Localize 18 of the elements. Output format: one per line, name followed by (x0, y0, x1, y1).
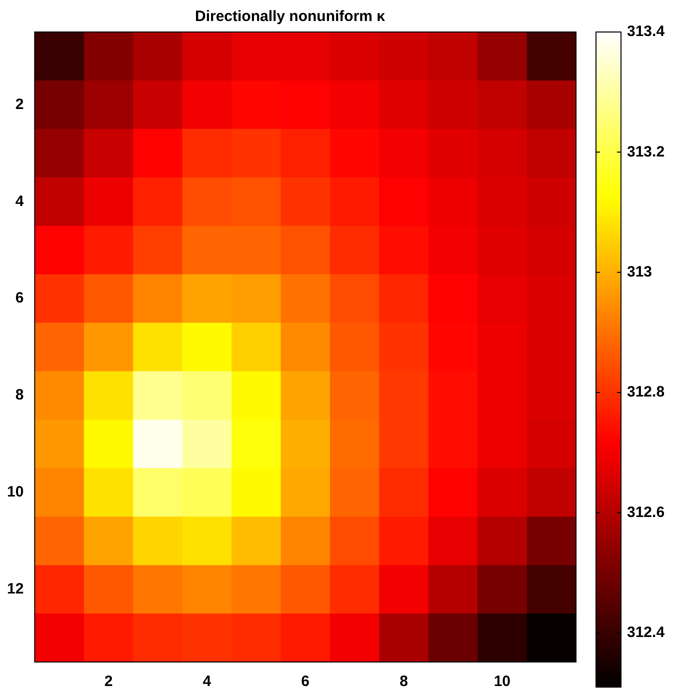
y-tick-label: 2 (15, 96, 24, 113)
x-tick-label: 2 (104, 673, 113, 690)
chart-title: Directionally nonuniform κ (194, 8, 386, 26)
color-bar-label: 312.6 (627, 504, 665, 521)
color-bar-label: 312.8 (627, 384, 665, 401)
color-bar-label: 313.2 (627, 143, 665, 160)
x-tick-label: 4 (202, 673, 212, 690)
y-tick-label: 4 (15, 192, 24, 210)
y-tick-label: 10 (6, 484, 24, 501)
x-tick-label: 6 (301, 673, 310, 690)
y-tick-label: 6 (15, 290, 24, 307)
x-tick-label: 8 (400, 673, 408, 690)
color-bar-label: 312.4 (627, 624, 666, 642)
x-tick-label: 10 (494, 673, 511, 690)
y-tick-label: 8 (15, 386, 24, 404)
color-bar-label: 313.4 (627, 23, 666, 40)
color-bar-label: 313 (627, 264, 652, 281)
y-tick-label: 12 (6, 580, 24, 598)
